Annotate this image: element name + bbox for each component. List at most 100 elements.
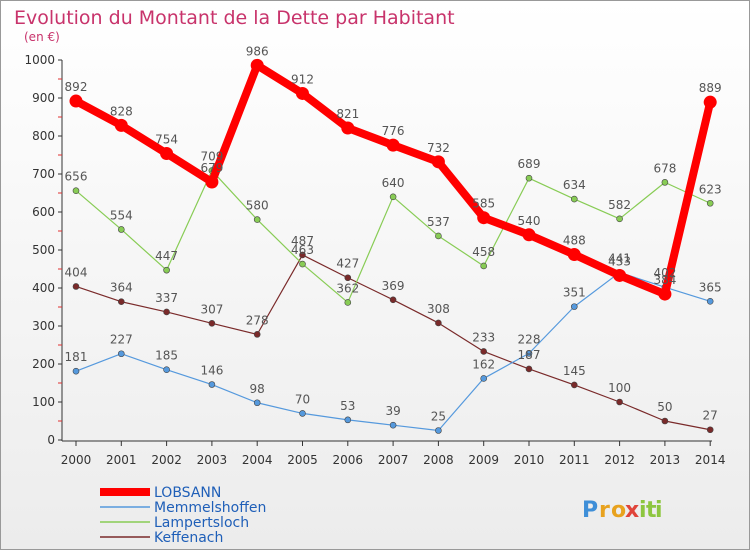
- data-label-lampertsloch: 709: [200, 150, 223, 164]
- point-lobsann: [160, 146, 174, 160]
- point-memmelshoffen: [344, 416, 352, 424]
- point-keffenach: [706, 426, 714, 434]
- data-labels-layer: 404 364 337 307 278 487 427 369 308 233 187 145 100 5…: [65, 44, 722, 423]
- data-label-keffenach: 337: [155, 291, 178, 305]
- logo-letter: P: [582, 498, 598, 523]
- point-lobsann: [431, 155, 445, 169]
- point-keffenach: [480, 348, 488, 355]
- data-label-lobsann: 540: [518, 214, 541, 228]
- point-lampertsloch: [616, 215, 623, 223]
- data-label-keffenach: 427: [336, 257, 359, 271]
- point-lobsann: [703, 95, 717, 109]
- x-tick-label: 2004: [242, 453, 273, 467]
- data-label-memmelshoffen: 162: [472, 357, 495, 371]
- y-tick-label: 300: [32, 319, 55, 333]
- data-label-lobsann: 433: [608, 254, 631, 268]
- data-label-lampertsloch: 554: [110, 208, 133, 222]
- data-label-keffenach: 145: [563, 364, 586, 378]
- legend-label-lobsann: LOBSANN: [154, 485, 221, 501]
- data-label-lampertsloch: 458: [472, 245, 495, 259]
- data-label-lobsann: 776: [382, 124, 405, 138]
- point-keffenach: [299, 251, 306, 259]
- y-tick-label: 200: [32, 357, 55, 371]
- x-tick-label: 2014: [695, 453, 726, 467]
- logo-letter: r: [599, 498, 610, 523]
- data-label-memmelshoffen: 53: [340, 399, 355, 413]
- logo-letter: o: [611, 498, 626, 523]
- logo-letter: i: [639, 498, 647, 523]
- point-lampertsloch: [389, 193, 397, 201]
- data-label-keffenach: 278: [246, 313, 269, 327]
- point-keffenach: [525, 365, 533, 373]
- x-tick-label: 2009: [468, 453, 499, 467]
- data-label-lampertsloch: 537: [427, 215, 450, 229]
- point-memmelshoffen: [118, 350, 125, 358]
- point-memmelshoffen: [570, 303, 578, 310]
- data-label-lobsann: 912: [291, 72, 314, 86]
- x-tick-label: 2012: [604, 453, 635, 467]
- point-lobsann: [522, 228, 536, 242]
- data-label-lampertsloch: 463: [291, 243, 314, 257]
- data-label-keffenach: 487: [291, 234, 314, 248]
- legend-label-keffenach: Keffenach: [154, 530, 223, 546]
- point-keffenach: [616, 398, 623, 406]
- y-tick-label: 100: [32, 395, 55, 409]
- point-lampertsloch: [118, 226, 125, 233]
- data-label-keffenach: 308: [427, 302, 450, 316]
- data-label-memmelshoffen: 228: [518, 332, 541, 346]
- data-label-lobsann: 679: [200, 161, 223, 175]
- legend: LOBSANNMemmelshoffenLampertslochKeffenac…: [100, 485, 266, 546]
- point-memmelshoffen: [163, 366, 170, 374]
- point-keffenach: [118, 298, 125, 305]
- data-label-lampertsloch: 689: [518, 157, 541, 171]
- point-memmelshoffen: [389, 421, 397, 429]
- point-lobsann: [386, 138, 400, 152]
- data-label-lampertsloch: 634: [563, 178, 586, 192]
- x-tick-label: 2013: [650, 453, 681, 467]
- chart-title: Evolution du Montant de la Dette par Hab…: [14, 7, 455, 29]
- point-keffenach: [661, 417, 669, 425]
- data-label-keffenach: 404: [65, 265, 88, 279]
- point-lampertsloch: [253, 216, 261, 223]
- data-label-memmelshoffen: 70: [295, 392, 310, 406]
- data-label-lobsann: 585: [472, 197, 495, 211]
- data-label-memmelshoffen: 185: [155, 349, 178, 363]
- point-lampertsloch: [163, 266, 170, 274]
- data-label-lobsann: 384: [653, 273, 676, 287]
- point-lobsann: [341, 121, 355, 135]
- y-tick-label: 700: [32, 167, 55, 181]
- point-memmelshoffen: [706, 297, 714, 305]
- point-keffenach: [72, 283, 80, 290]
- data-label-lampertsloch: 656: [65, 170, 88, 184]
- x-tick-label: 2006: [333, 453, 364, 467]
- data-label-lampertsloch: 362: [336, 281, 359, 295]
- data-label-lampertsloch: 447: [155, 249, 178, 263]
- point-lobsann: [205, 175, 219, 189]
- series-layer: [69, 58, 717, 434]
- data-label-memmelshoffen: 365: [699, 280, 722, 294]
- data-label-lobsann: 828: [110, 104, 133, 118]
- data-label-keffenach: 100: [608, 381, 631, 395]
- logo-letter: x: [625, 498, 639, 523]
- data-label-keffenach: 50: [657, 400, 672, 414]
- x-tick-label: 2011: [559, 453, 590, 467]
- legend-label-lampertsloch: Lampertsloch: [154, 515, 249, 531]
- point-lampertsloch: [435, 232, 442, 240]
- point-keffenach: [253, 331, 261, 338]
- x-tick-label: 2010: [514, 453, 545, 467]
- y-tick-label: 500: [32, 243, 55, 257]
- data-label-lampertsloch: 580: [246, 199, 269, 213]
- data-label-lampertsloch: 640: [382, 176, 405, 190]
- point-lampertsloch: [570, 195, 578, 203]
- x-tick-label: 2008: [423, 453, 454, 467]
- x-tick-label: 2003: [197, 453, 228, 467]
- x-tick-label: 2007: [378, 453, 409, 467]
- y-tick-label: 800: [32, 129, 55, 143]
- point-lobsann: [658, 287, 672, 301]
- y-tick-label: 400: [32, 281, 55, 295]
- point-keffenach: [163, 308, 170, 316]
- x-tick-label: 2002: [151, 453, 182, 467]
- data-label-memmelshoffen: 98: [250, 382, 265, 396]
- data-label-lampertsloch: 678: [653, 161, 676, 175]
